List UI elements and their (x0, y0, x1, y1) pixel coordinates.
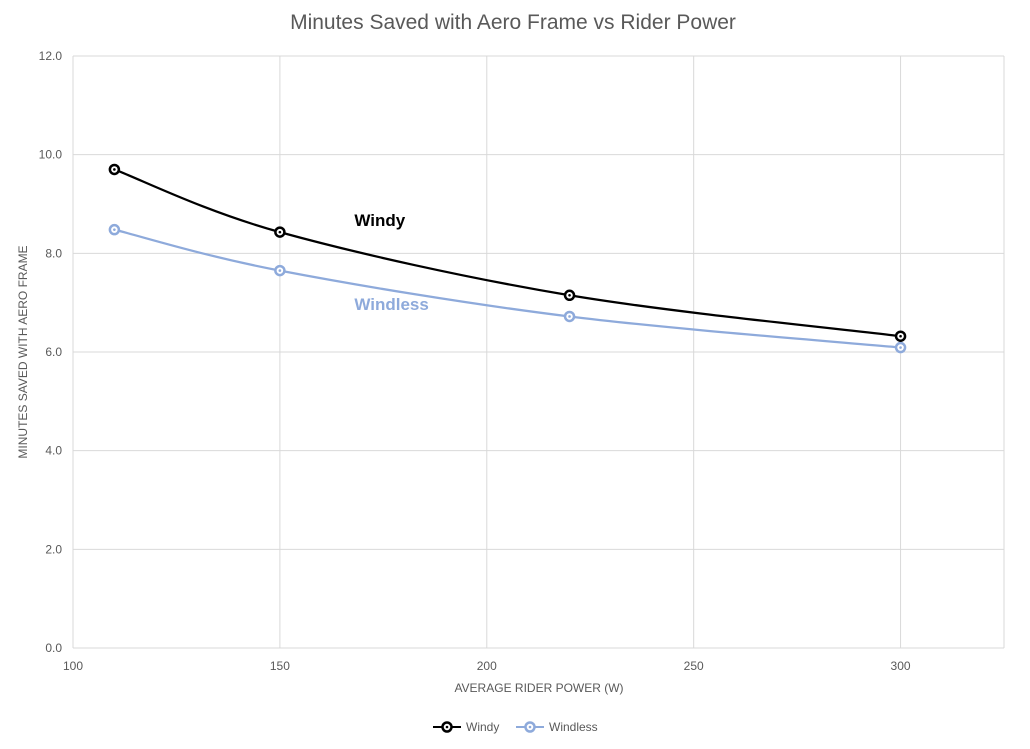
y-tick-label: 10.0 (39, 148, 63, 162)
legend: Windy Windless (433, 720, 598, 734)
data-point-center-windy (278, 230, 282, 234)
series-line-windless (114, 228, 901, 349)
y-axis-label: MINUTES SAVED WITH AERO FRAME (16, 245, 30, 458)
x-tick-label: 200 (477, 659, 497, 673)
data-point-center-windy (568, 293, 571, 297)
y-tick-label: 12.0 (39, 49, 63, 63)
annotations: Windy Windless (354, 211, 428, 314)
series-layer (108, 163, 907, 354)
y-tick-label: 8.0 (45, 246, 62, 260)
annotation-windy: Windy (354, 211, 405, 230)
x-tick-label: 300 (891, 659, 911, 673)
data-point-center-windy (113, 168, 116, 171)
y-tick-label: 2.0 (45, 542, 62, 556)
y-axis-ticks: 0.0 2.0 4.0 6.0 8.0 10.0 12.0 (39, 49, 63, 655)
x-tick-label: 100 (63, 659, 83, 673)
data-point-center-windless (278, 269, 282, 272)
data-point-center-windy (899, 334, 902, 338)
x-axis-ticks: 100 150 200 250 300 (63, 659, 911, 673)
legend-marker-center-windy (445, 725, 449, 729)
gridlines (72, 55, 1005, 649)
legend-label-windless: Windless (549, 720, 598, 734)
x-tick-label: 150 (270, 659, 290, 673)
y-tick-label: 4.0 (45, 444, 62, 458)
data-point-center-windless (113, 228, 116, 231)
legend-marker-center-windless (528, 725, 532, 729)
x-axis-label: AVERAGE RIDER POWER (W) (454, 681, 623, 695)
chart-title: Minutes Saved with Aero Frame vs Rider P… (290, 11, 736, 34)
data-point-center-windless (568, 315, 571, 318)
y-tick-label: 0.0 (45, 641, 62, 655)
data-point-center-windless (899, 346, 902, 349)
series-line-windy (113, 168, 901, 338)
legend-label-windy: Windy (466, 720, 499, 734)
x-tick-label: 250 (684, 659, 704, 673)
y-tick-label: 6.0 (45, 345, 62, 359)
annotation-windless: Windless (354, 295, 428, 314)
